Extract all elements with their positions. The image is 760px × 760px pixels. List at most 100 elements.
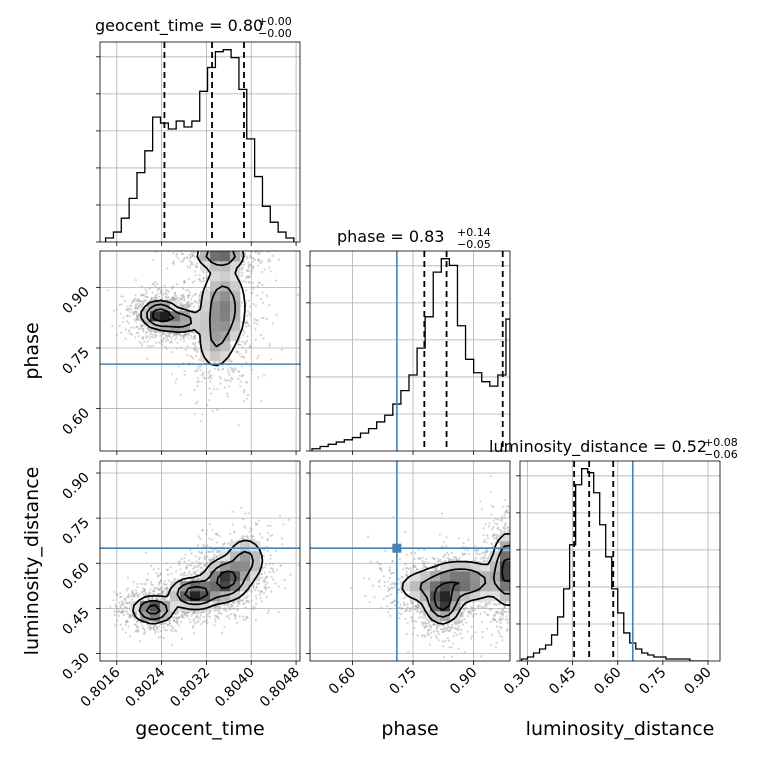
sample-point [170,373,173,376]
sample-point [203,244,205,246]
sample-point [153,587,156,590]
sample-point [240,365,243,368]
sample-point [150,335,153,338]
sample-point [244,526,247,529]
sample-point [137,630,140,633]
sample-point [146,340,149,343]
sample-point [245,599,248,602]
sample-point [222,225,224,227]
sample-point [208,387,211,390]
sample-point [145,336,148,339]
sample-point [196,564,199,567]
sample-point [205,275,208,278]
sample-point [215,541,219,544]
sample-point [154,294,157,297]
sample-point [119,295,122,298]
sample-point [197,577,200,580]
sample-point [229,366,232,369]
sample-point [205,248,207,250]
sample-point [186,307,189,310]
sample-point [173,298,177,301]
sample-point [247,600,250,603]
sample-point [239,385,242,388]
sample-point [188,563,191,567]
sample-point [136,331,139,335]
sample-point [149,626,152,629]
sample-point [227,385,230,388]
sample-point [197,248,199,250]
sample-point [217,609,220,613]
sample-point [153,593,156,596]
sample-point [192,618,196,621]
sample-point [165,568,169,571]
sample-point [198,299,201,302]
sample-point [243,356,246,359]
sample-point [240,274,244,278]
sample-point [214,606,217,609]
sample-point [162,626,165,629]
sample-point [250,607,254,610]
sample-point [200,374,203,377]
sample-point [138,312,141,315]
sample-point [114,624,117,627]
sample-point [138,319,141,322]
sample-point [263,374,266,377]
sample-point [181,335,184,338]
sample-point [125,621,128,624]
sample-point [217,369,220,372]
sample-point [193,244,195,246]
sample-point [243,389,246,392]
sample-point [143,324,146,327]
sample-point [148,624,151,628]
sample-point [246,616,249,619]
sample-point [247,266,250,269]
sample-point [243,263,246,266]
sample-point [154,280,157,284]
sample-point [271,322,274,325]
sample-point [193,611,196,614]
sample-point [125,589,128,592]
sample-point [169,566,172,569]
sample-point [164,345,167,348]
sample-point [181,293,185,296]
sample-point [248,265,251,268]
sample-point [248,276,251,279]
sample-point [219,239,221,241]
sample-point [159,588,162,591]
sample-point [184,612,187,615]
sample-point [269,567,273,570]
sample-point [153,296,156,299]
sample-point [183,579,186,582]
sample-point [212,245,214,247]
sample-point [147,591,151,594]
sample-point [147,573,150,576]
sample-point [158,589,161,592]
sample-point [245,257,248,260]
sample-point [137,315,141,318]
sample-point [184,553,187,556]
sample-point [216,554,219,558]
sample-point [158,592,161,596]
sample-point [178,560,181,563]
sample-point [171,296,174,299]
sample-point [161,590,164,593]
sample-point [192,305,196,308]
sample-point [207,371,210,374]
sample-point [141,598,145,602]
sample-point [267,251,270,254]
sample-point [175,616,178,619]
sample-point [222,238,224,240]
sample-point [177,624,181,627]
sample-point [173,297,176,300]
sample-point [200,380,203,383]
sample-point [213,367,216,370]
sample-point [189,256,192,259]
sample-point [222,244,224,246]
sample-point [161,344,164,347]
sample-point [200,420,203,423]
sample-point [192,331,195,334]
sample-point [224,607,227,610]
sample-point [171,627,174,630]
density-cell [210,271,221,282]
sample-point [149,298,153,301]
